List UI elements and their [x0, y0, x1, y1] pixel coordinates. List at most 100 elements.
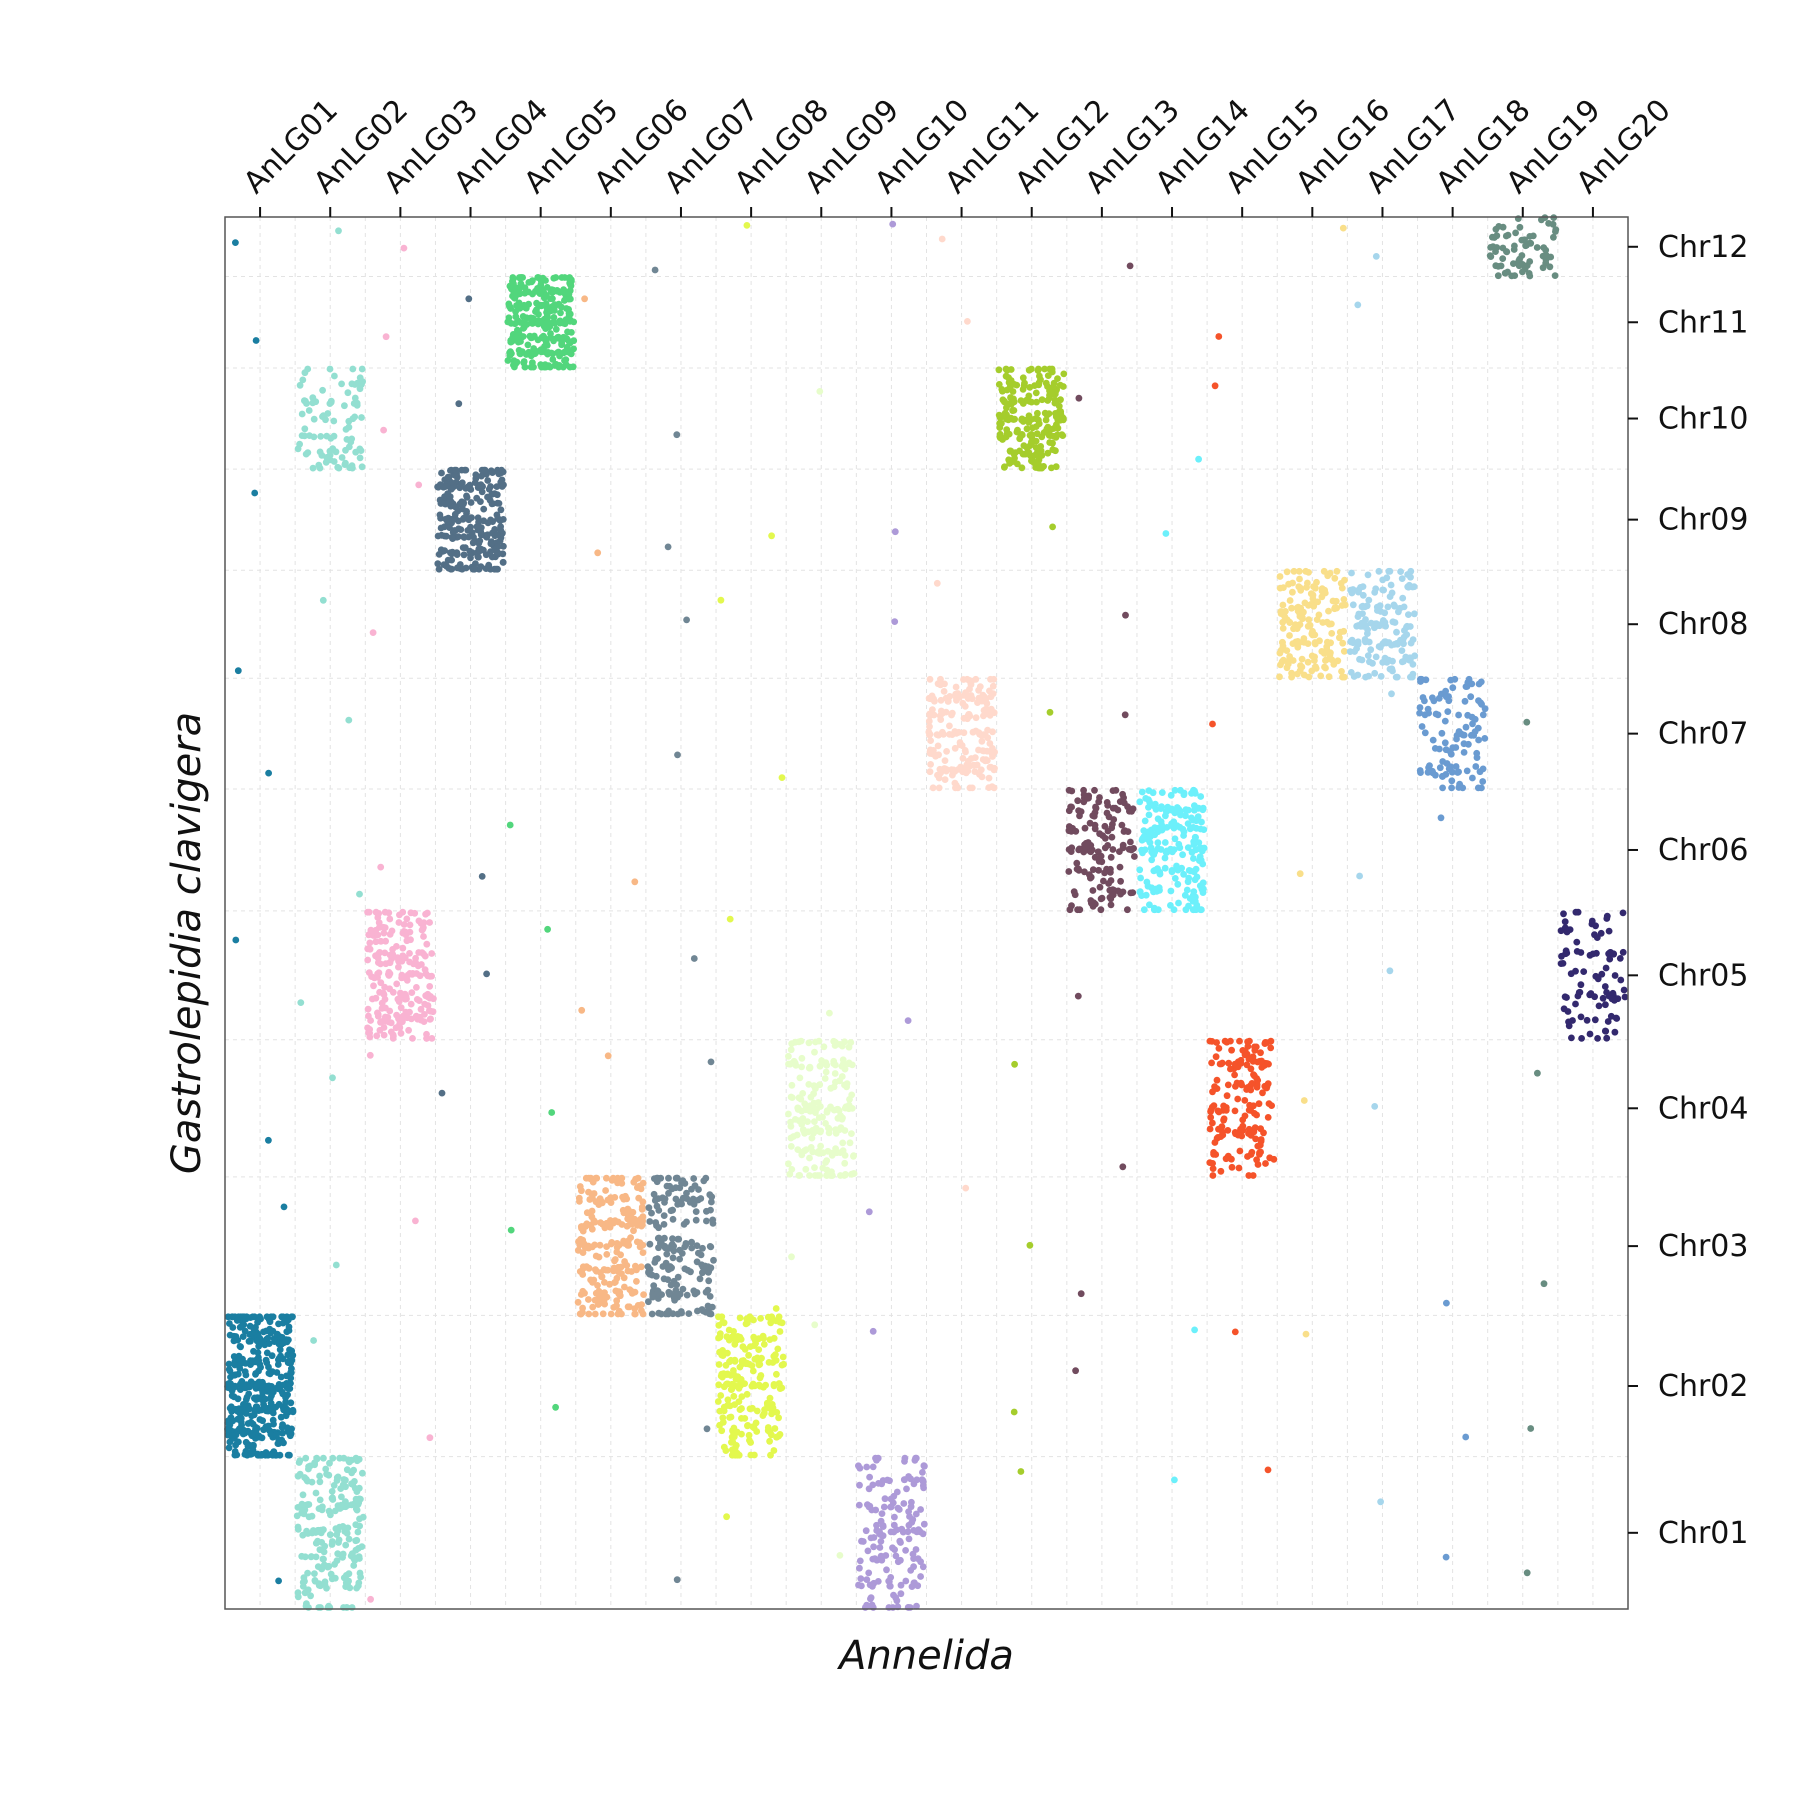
data-point	[1464, 711, 1472, 719]
data-point	[1188, 848, 1196, 856]
data-point	[408, 989, 416, 996]
data-point	[1339, 639, 1347, 647]
data-point	[519, 313, 527, 320]
data-point	[423, 1030, 430, 1038]
data-point	[420, 1018, 428, 1025]
data-point	[1602, 964, 1610, 972]
data-point	[595, 1201, 603, 1208]
data-point	[856, 1557, 864, 1565]
data-point	[611, 1194, 619, 1201]
data-point	[679, 1285, 687, 1293]
data-point	[1436, 764, 1444, 772]
data-point	[1249, 1172, 1257, 1179]
data-point	[551, 319, 559, 327]
data-point	[848, 1130, 855, 1137]
data-point	[679, 1194, 687, 1202]
data-point	[1276, 573, 1284, 580]
data-point	[337, 1485, 345, 1492]
data-point	[517, 319, 524, 326]
data-point	[1224, 1081, 1232, 1089]
data-point	[665, 1174, 672, 1182]
data-point	[1050, 383, 1057, 390]
data-point	[1145, 804, 1152, 811]
data-point	[727, 1371, 735, 1379]
data-point	[1364, 652, 1372, 659]
data-point	[1297, 662, 1304, 670]
data-point	[989, 745, 996, 752]
data-point	[613, 1297, 621, 1305]
data-point	[791, 1116, 799, 1123]
data-point	[725, 1326, 733, 1334]
data-point	[239, 1333, 247, 1340]
data-point	[500, 542, 507, 550]
data-point	[280, 1203, 288, 1211]
data-point	[912, 1510, 920, 1518]
data-point	[358, 365, 366, 373]
data-point	[264, 1407, 272, 1415]
data-point	[760, 1409, 768, 1417]
data-point	[1059, 414, 1066, 421]
data-point	[755, 1360, 763, 1368]
data-point	[1214, 1107, 1222, 1115]
data-point	[1601, 983, 1609, 990]
data-point	[467, 523, 474, 531]
data-point	[603, 1251, 611, 1258]
data-point	[817, 1103, 824, 1110]
data-point	[1156, 870, 1164, 878]
data-point	[504, 318, 512, 326]
data-point	[1588, 917, 1596, 925]
data-point	[1578, 1035, 1585, 1042]
data-point	[1212, 1053, 1220, 1061]
data-point	[1036, 464, 1044, 472]
data-point	[1424, 705, 1432, 713]
data-point	[1365, 638, 1373, 646]
data-point	[592, 1252, 600, 1260]
data-point	[1504, 231, 1512, 239]
data-point	[926, 768, 934, 776]
data-point	[585, 1188, 592, 1196]
data-point	[1385, 656, 1393, 664]
data-point	[1065, 786, 1073, 794]
data-point	[1236, 1147, 1244, 1155]
data-point	[228, 1408, 236, 1415]
data-point	[316, 1496, 324, 1504]
data-point	[564, 328, 571, 336]
data-point	[356, 1555, 363, 1562]
data-point	[417, 1005, 425, 1013]
data-point	[867, 1534, 875, 1542]
data-point	[1321, 663, 1328, 671]
data-point	[400, 244, 408, 252]
data-point	[372, 994, 380, 1002]
data-point	[1195, 839, 1203, 846]
data-point	[1058, 431, 1066, 438]
data-point	[319, 596, 327, 604]
data-point	[674, 751, 681, 759]
data-point	[387, 1028, 395, 1036]
data-point	[1026, 431, 1034, 439]
data-point	[1136, 798, 1144, 806]
data-point	[316, 1472, 323, 1480]
data-point	[356, 454, 364, 462]
data-point	[785, 1160, 792, 1168]
data-point	[375, 919, 383, 927]
data-point	[653, 1202, 661, 1210]
data-point	[496, 537, 504, 545]
data-point	[509, 274, 517, 281]
data-point	[475, 553, 482, 561]
data-point	[297, 999, 305, 1006]
data-point	[1542, 251, 1550, 259]
data-point	[696, 1275, 704, 1283]
data-point	[700, 1177, 708, 1185]
data-point	[285, 1380, 293, 1388]
data-point	[1150, 867, 1158, 875]
data-point	[1010, 416, 1017, 423]
data-point	[435, 565, 443, 573]
data-point	[255, 1432, 263, 1440]
data-point	[741, 1345, 749, 1353]
data-point	[415, 917, 423, 925]
data-point	[788, 1166, 796, 1173]
data-point	[613, 1240, 621, 1247]
data-point	[275, 1577, 282, 1585]
data-point	[1116, 848, 1123, 855]
data-point	[604, 1052, 612, 1060]
